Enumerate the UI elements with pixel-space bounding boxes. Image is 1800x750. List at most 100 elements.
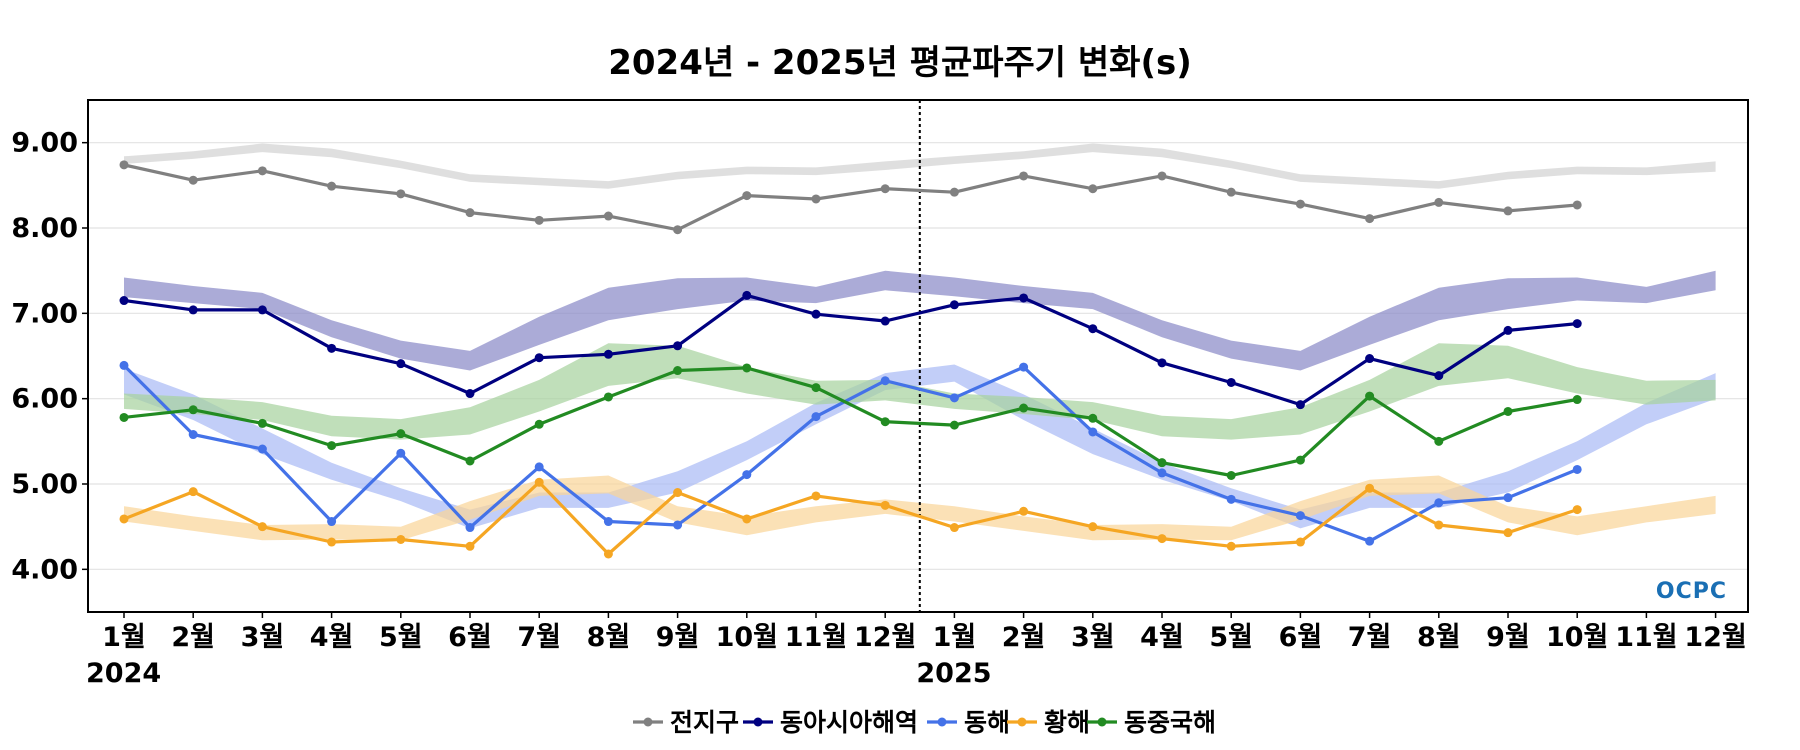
data-point [1157, 458, 1167, 468]
year-label: 2024 [86, 658, 161, 689]
data-point [188, 405, 198, 415]
x-tick-label: 4월 [310, 622, 354, 653]
data-point [673, 520, 683, 530]
data-point [396, 429, 406, 439]
band-1 [124, 270, 1716, 371]
series-0 [119, 160, 1582, 235]
data-point [119, 296, 129, 306]
data-point [1295, 455, 1305, 465]
band-4 [124, 343, 1716, 440]
data-point [1157, 358, 1167, 368]
data-point [880, 500, 890, 510]
data-point [119, 360, 129, 370]
x-tick-label: 3월 [1071, 622, 1115, 653]
data-point [327, 517, 337, 527]
y-tick-label: 5.00 [11, 469, 78, 500]
data-point [949, 300, 959, 310]
data-point [119, 514, 129, 524]
series-lines [119, 160, 1582, 559]
data-point [673, 488, 683, 498]
legend-item-4: 동중국해 [1087, 708, 1216, 737]
data-point [1503, 325, 1513, 335]
x-tick-label: 5월 [379, 622, 423, 653]
data-point [603, 549, 613, 559]
data-point [880, 184, 890, 194]
data-point [1295, 400, 1305, 410]
y-tick-label: 6.00 [11, 384, 78, 415]
x-tick-label: 7월 [1348, 622, 1392, 653]
x-tick-label: 2월 [171, 622, 215, 653]
data-point [1088, 522, 1098, 532]
data-point [1088, 184, 1098, 194]
data-point [1365, 536, 1375, 546]
legend-label: 동해 [964, 708, 1010, 737]
legend-marker [937, 717, 947, 727]
series-line-0 [123, 163, 1578, 232]
series-line-4 [123, 366, 1578, 478]
series-1 [119, 290, 1582, 410]
data-point [327, 441, 337, 451]
data-point [534, 419, 544, 429]
data-point [257, 305, 267, 315]
data-point [465, 208, 475, 218]
data-point [188, 487, 198, 497]
data-point [119, 412, 129, 422]
data-point [949, 393, 959, 403]
data-point [1365, 214, 1375, 224]
data-point [119, 160, 129, 170]
data-point [327, 181, 337, 191]
x-tick-label: 6월 [448, 622, 492, 653]
data-point [257, 444, 267, 454]
data-point [257, 166, 267, 176]
year-label: 2025 [916, 658, 991, 689]
data-point [880, 376, 890, 386]
series-line-2 [122, 364, 1578, 543]
data-point [1503, 528, 1513, 538]
data-point [673, 225, 683, 235]
data-point [188, 430, 198, 440]
data-point [396, 448, 406, 458]
legend-marker [643, 717, 653, 727]
data-point [742, 290, 752, 300]
legend-item-1: 동아시아해역 [743, 708, 918, 737]
logo-text: OCPC [1656, 579, 1727, 604]
data-point [1572, 319, 1582, 329]
data-point [1226, 377, 1236, 387]
data-point [949, 187, 959, 197]
data-point [1226, 494, 1236, 504]
data-point [1365, 354, 1375, 364]
band-3 [124, 475, 1716, 541]
ocpc-logo: OCPC [1656, 579, 1727, 604]
legend-marker [1017, 717, 1027, 727]
data-point [1157, 468, 1167, 478]
data-point [1503, 406, 1513, 416]
data-point [1226, 470, 1236, 480]
data-point [396, 359, 406, 369]
data-point [1157, 534, 1167, 544]
x-tick-label: 7월 [517, 622, 561, 653]
data-point [257, 522, 267, 532]
x-tick-label: 8월 [587, 622, 631, 653]
legend-label: 전지구 [670, 708, 739, 737]
data-point [188, 305, 198, 315]
data-point [327, 343, 337, 353]
x-tick-label: 11월 [1615, 622, 1677, 653]
data-point [811, 383, 821, 393]
plot-frame [87, 99, 1749, 613]
data-point [1019, 506, 1029, 516]
series-line-3 [123, 480, 1578, 556]
data-point [673, 366, 683, 376]
data-point [880, 316, 890, 326]
data-point [603, 517, 613, 527]
data-point [1572, 464, 1582, 474]
data-point [1434, 498, 1444, 508]
data-point [1365, 483, 1375, 493]
data-point [811, 412, 821, 422]
legend-item-2: 동해 [927, 708, 1010, 737]
data-point [1434, 197, 1444, 207]
x-axis-ticks: 1월 2월 3월 4월 5월 6월 7월 8월 9월 10월 11월 12월 1월 2월 3월 4월 5월 6월 7… [86, 612, 1747, 689]
x-tick-label: 9월 [656, 622, 700, 653]
data-point [1434, 520, 1444, 530]
data-point [534, 353, 544, 363]
